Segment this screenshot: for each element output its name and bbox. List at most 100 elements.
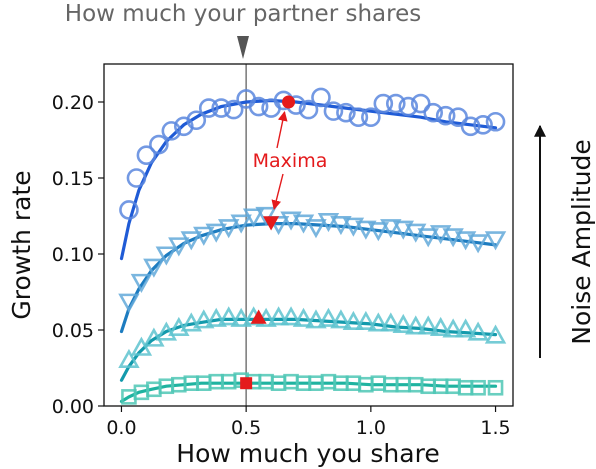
y-tick-label: 0.05 bbox=[52, 320, 94, 342]
partner-share-label: How much your partner shares bbox=[65, 1, 421, 27]
data-point bbox=[330, 309, 352, 329]
data-point bbox=[467, 321, 489, 341]
data-point bbox=[454, 231, 477, 251]
data-point bbox=[261, 98, 281, 118]
data-point bbox=[205, 307, 227, 327]
data-point bbox=[143, 258, 165, 278]
data-point bbox=[317, 307, 340, 327]
data-point bbox=[130, 273, 153, 293]
data-point bbox=[248, 96, 269, 117]
data-point bbox=[473, 115, 493, 135]
series-3-fit-line bbox=[119, 317, 498, 382]
x-tick-label: 0.5 bbox=[231, 417, 261, 439]
data-point bbox=[442, 318, 464, 338]
data-point bbox=[186, 110, 207, 131]
data-point bbox=[484, 231, 507, 251]
data-point bbox=[126, 168, 147, 188]
data-point bbox=[305, 309, 327, 329]
data-point bbox=[330, 216, 352, 236]
data-point bbox=[298, 99, 319, 120]
data-point bbox=[484, 324, 507, 344]
data-point bbox=[485, 111, 506, 132]
data-point bbox=[230, 214, 252, 234]
data-point bbox=[392, 220, 414, 240]
x-tick-label: 1.0 bbox=[356, 417, 386, 439]
data-point bbox=[280, 306, 302, 326]
data-point bbox=[392, 313, 414, 333]
data-point bbox=[454, 318, 477, 338]
data-point bbox=[193, 309, 215, 329]
data-point bbox=[267, 306, 290, 326]
data-point bbox=[267, 216, 290, 236]
data-point bbox=[467, 234, 489, 254]
data-point bbox=[217, 219, 240, 239]
data-point bbox=[470, 379, 486, 396]
data-point bbox=[223, 99, 244, 120]
data-point bbox=[405, 315, 427, 335]
data-point bbox=[242, 208, 265, 228]
data-point bbox=[342, 310, 365, 330]
data-point bbox=[373, 93, 394, 114]
data-point bbox=[217, 306, 240, 326]
data-point bbox=[323, 101, 344, 121]
data-point bbox=[118, 348, 140, 368]
data-point bbox=[385, 93, 406, 114]
series-1-maximum-marker bbox=[282, 95, 296, 109]
data-point bbox=[230, 307, 252, 327]
data-point bbox=[255, 206, 277, 227]
data-point bbox=[361, 107, 381, 127]
data-point bbox=[180, 312, 203, 332]
data-point bbox=[342, 217, 365, 237]
data-point bbox=[487, 379, 504, 396]
series-4-points bbox=[121, 372, 504, 405]
y-tick-label: 0.00 bbox=[52, 396, 94, 418]
data-point bbox=[367, 312, 390, 332]
data-point bbox=[198, 98, 219, 118]
data-point bbox=[410, 93, 431, 114]
series-2-maximum-marker bbox=[263, 216, 280, 231]
data-point bbox=[149, 134, 169, 155]
data-point bbox=[417, 228, 439, 248]
data-point bbox=[130, 336, 153, 356]
y-tick-label: 0.10 bbox=[52, 244, 94, 266]
data-point bbox=[448, 107, 468, 127]
data-point bbox=[280, 211, 302, 231]
x-tick-label: 0.0 bbox=[106, 417, 136, 439]
plot-frame bbox=[103, 63, 514, 407]
data-point bbox=[380, 312, 402, 332]
data-point bbox=[292, 307, 315, 327]
data-point bbox=[168, 237, 190, 257]
data-point bbox=[367, 222, 390, 242]
data-point bbox=[417, 315, 439, 335]
data-point bbox=[423, 102, 443, 123]
data-point bbox=[161, 121, 182, 141]
data-point bbox=[211, 98, 232, 118]
noise-amplitude-label: Noise Amplitude bbox=[567, 139, 596, 344]
series-3-maximum-marker bbox=[250, 309, 267, 324]
maxima-annotation: Maxima bbox=[253, 150, 328, 172]
data-point bbox=[305, 219, 327, 239]
data-point bbox=[348, 107, 369, 127]
series-4-maximum-marker bbox=[240, 377, 253, 390]
data-point bbox=[355, 220, 377, 240]
data-point bbox=[355, 310, 377, 330]
data-point bbox=[429, 316, 452, 337]
partner-share-arrow-icon bbox=[237, 36, 249, 59]
data-point bbox=[311, 87, 331, 108]
data-point bbox=[429, 225, 452, 245]
data-point bbox=[193, 226, 215, 246]
series-3-points bbox=[118, 306, 507, 368]
data-point bbox=[205, 223, 227, 243]
data-point bbox=[398, 96, 419, 117]
y-tick-label: 0.15 bbox=[52, 168, 94, 190]
data-point bbox=[435, 105, 456, 126]
y-tick-label: 0.20 bbox=[52, 92, 94, 114]
x-tick-label: 1.5 bbox=[480, 417, 510, 439]
series-2-points bbox=[118, 206, 507, 313]
x-axis-label: How much you share bbox=[176, 439, 439, 468]
data-point bbox=[442, 228, 464, 248]
data-point bbox=[336, 102, 356, 123]
y-axis-label: Growth rate bbox=[7, 170, 36, 319]
data-point bbox=[380, 219, 402, 239]
